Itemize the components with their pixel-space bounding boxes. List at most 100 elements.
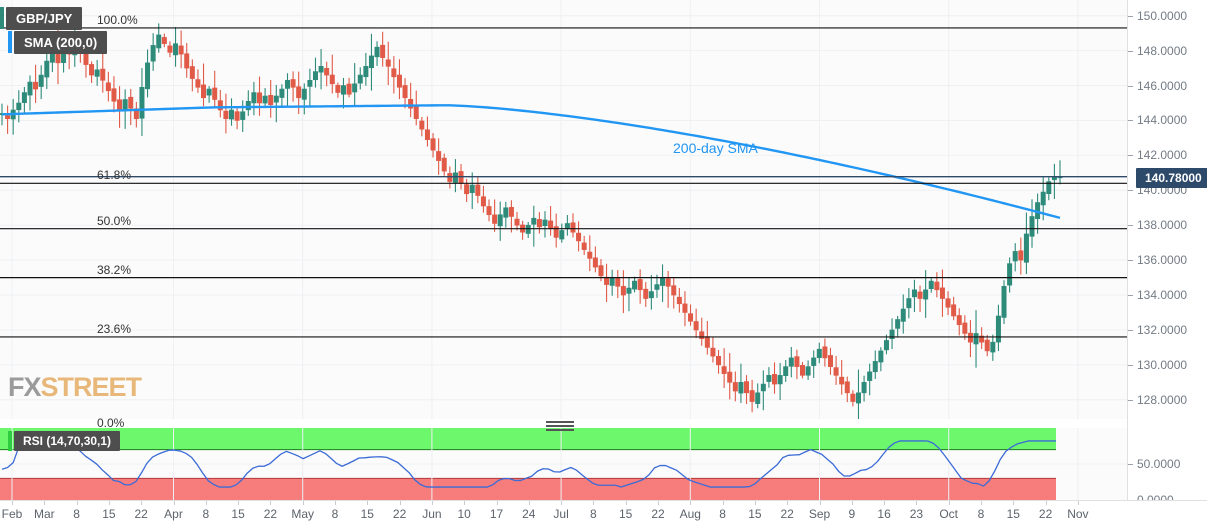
candle-body: [939, 287, 945, 299]
candle-body: [688, 313, 694, 322]
date-tick-label: 10: [457, 507, 471, 521]
date-tick-mark: [431, 501, 433, 505]
candle-body: [346, 83, 352, 95]
candle-body: [794, 356, 800, 367]
candle-body: [783, 366, 789, 376]
candle-body: [883, 340, 889, 351]
candle-body: [716, 356, 722, 366]
candle-body: [744, 381, 750, 394]
candle-body: [89, 64, 95, 76]
date-tick-label: Jun: [422, 507, 442, 521]
candle-body: [161, 37, 167, 44]
fibonacci-level-label: 100.0%: [97, 12, 138, 27]
candle-body: [951, 304, 957, 317]
price-tick-label: 134.0000: [1137, 288, 1188, 303]
candle-body: [312, 71, 318, 81]
candle-body: [962, 322, 968, 334]
candle-body: [979, 335, 985, 343]
price-tick-label: 132.0000: [1137, 322, 1188, 337]
price-tick-mark: [1128, 85, 1133, 87]
candle-body: [559, 230, 565, 240]
candle-body: [911, 289, 917, 298]
candle-body: [279, 88, 285, 98]
candle-body: [268, 95, 274, 106]
price-tick-label: 128.0000: [1137, 392, 1188, 407]
price-tick-label: 148.0000: [1137, 43, 1188, 58]
candle-body: [872, 361, 878, 373]
candle-body: [626, 287, 632, 294]
price-chart-panel[interactable]: [0, 0, 1127, 419]
candle-body: [699, 331, 705, 339]
candle-body: [671, 285, 677, 296]
price-tick-mark: [1128, 399, 1133, 401]
candle-body: [189, 66, 195, 79]
date-tick-label: 8: [73, 507, 80, 521]
symbol-chip[interactable]: GBP/JPY: [6, 7, 83, 30]
date-tick-mark: [851, 501, 853, 505]
date-tick-label: Apr: [164, 507, 183, 521]
candle-body: [262, 95, 268, 104]
candle-body: [967, 332, 973, 343]
candle-body: [934, 281, 940, 291]
date-tick-mark: [496, 501, 498, 505]
price-tick-mark: [1128, 50, 1133, 52]
date-tick-mark: [593, 501, 595, 505]
candle-body: [710, 347, 716, 357]
candle-body: [525, 224, 531, 234]
price-plot: [0, 0, 1127, 419]
candle-body: [850, 393, 856, 402]
candle-body: [296, 86, 302, 99]
candle-body: [777, 375, 783, 385]
candle-body: [564, 223, 570, 230]
candle-body: [33, 81, 39, 90]
candle-body: [1018, 250, 1024, 261]
date-tick-mark: [367, 501, 369, 505]
price-tick-label: 146.0000: [1137, 78, 1188, 93]
rsi-chart-panel[interactable]: [0, 428, 1127, 500]
date-tick-mark: [173, 501, 175, 505]
candle-body: [1012, 251, 1018, 262]
candle-body: [1001, 286, 1007, 318]
candle-body: [419, 120, 425, 130]
date-tick-mark: [948, 501, 950, 505]
candle-body: [424, 129, 430, 140]
candle-body: [811, 357, 817, 366]
candle-body: [139, 86, 145, 119]
candle-body: [990, 341, 996, 353]
candle-body: [352, 83, 358, 93]
candle-body: [447, 173, 453, 182]
pane-resize-handle[interactable]: [546, 421, 574, 431]
date-tick-label: 22: [392, 507, 407, 521]
candle-body: [201, 84, 207, 99]
date-tick-mark: [625, 501, 627, 505]
date-axis[interactable]: Feb Mar 8 15 22 Apr 8 15 22 May 8 15 22 Jun 10 17 24 Jul 8…: [0, 500, 1207, 526]
candle-body: [452, 172, 458, 183]
candle-body: [665, 278, 671, 287]
sma-200-line: [1, 104, 1061, 220]
price-axis[interactable]: 150.0000 148.0000 146.0000 144.0000 142.0000…: [1127, 0, 1207, 507]
candle-body: [604, 276, 610, 285]
candle-body: [895, 319, 901, 329]
date-tick-label: 24: [522, 507, 536, 521]
candle-body: [956, 315, 962, 326]
date-tick-mark: [884, 501, 886, 505]
candle-body: [413, 105, 419, 120]
date-tick-mark: [1077, 501, 1079, 505]
candle-body: [581, 242, 587, 250]
candle-body: [486, 206, 492, 216]
candle-body: [805, 366, 811, 376]
rsi-oversold-zone: [0, 478, 1056, 500]
candle-body: [464, 184, 470, 195]
price-tick-label: 150.0000: [1137, 8, 1188, 23]
candle-body: [923, 289, 929, 300]
candle-body: [576, 232, 582, 242]
rsi-plot: [0, 428, 1127, 500]
rsi-indicator-chip[interactable]: RSI (14,70,30,1): [14, 431, 121, 451]
candle-body: [732, 382, 738, 392]
sma-overlay-chip[interactable]: SMA (200,0): [14, 31, 108, 54]
candle-body: [245, 100, 251, 111]
date-tick-label: 17: [489, 507, 504, 521]
candle-body: [984, 339, 990, 352]
candle-body: [660, 277, 666, 286]
date-tick-mark: [690, 501, 692, 505]
